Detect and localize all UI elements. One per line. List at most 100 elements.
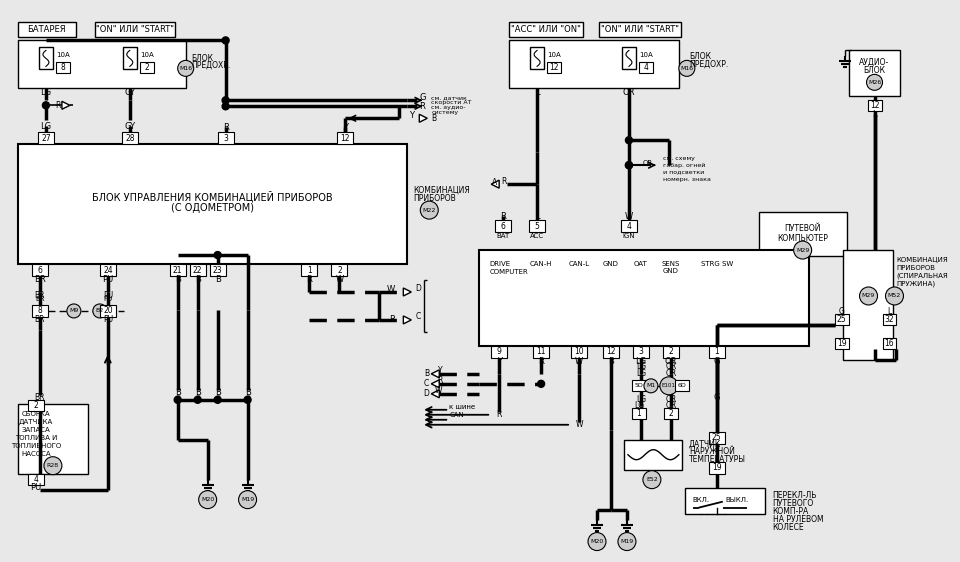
Text: R: R [496,410,502,419]
Text: GY: GY [124,88,135,97]
Text: ACC: ACC [530,233,544,239]
Text: 2: 2 [34,401,38,410]
Text: 3: 3 [223,134,228,143]
Text: 23: 23 [213,265,223,274]
Circle shape [644,379,658,393]
Bar [56,62,70,74]
Text: BAT: BAT [496,233,510,239]
Bar [301,264,318,276]
Text: ПРИБОРОВ: ПРИБОРОВ [897,265,935,271]
Text: "АСС" ИЛИ "ON": "АСС" ИЛИ "ON" [511,25,581,34]
Text: C: C [424,379,429,388]
Bar [675,380,689,391]
Text: 12: 12 [341,134,350,143]
Text: систему: систему [431,110,459,115]
Text: 20: 20 [103,306,112,315]
Bar [479,250,808,346]
Text: B: B [424,369,429,378]
Polygon shape [403,288,411,296]
Text: 5: 5 [535,221,540,230]
Text: B: B [608,357,613,366]
Text: 19: 19 [712,463,722,472]
Text: M16: M16 [681,66,693,71]
Text: 11: 11 [537,347,546,356]
Text: B2: B2 [96,309,104,314]
Text: 1: 1 [714,347,719,356]
Text: BR: BR [36,296,45,302]
Text: R: R [390,315,396,324]
Text: Y: Y [343,123,348,132]
Bar [622,47,636,69]
Bar [337,132,353,144]
Text: АУДИО-: АУДИО- [859,58,890,67]
Text: 16: 16 [885,339,895,348]
Text: 4: 4 [643,64,648,72]
Circle shape [626,137,633,144]
Text: M29: M29 [796,247,809,252]
Text: B: B [245,388,251,397]
Text: КОМПЬЮТЕР: КОМПЬЮТЕР [778,234,828,243]
Text: R: R [420,102,425,111]
Text: B: B [175,388,180,397]
Text: 12: 12 [870,101,879,110]
Text: ПРУЖИНА): ПРУЖИНА) [897,281,936,287]
Text: 6: 6 [37,265,42,274]
Text: PU: PU [103,315,113,324]
Bar [18,404,88,474]
Text: STRG SW: STRG SW [701,261,732,267]
Bar [547,62,561,74]
Text: 24: 24 [103,265,112,274]
Text: ПРЕДОХР.: ПРЕДОХР. [192,61,231,70]
Text: G: G [713,357,720,366]
Text: СБОРКА: СБОРКА [22,411,50,417]
Circle shape [626,162,633,169]
Text: E101: E101 [662,383,676,388]
Text: R: R [500,212,506,221]
Bar [834,338,849,349]
Circle shape [239,491,256,509]
Text: B: B [431,114,437,123]
Text: W: W [575,357,583,366]
Text: ПРЕДОХР.: ПРЕДОХР. [689,60,728,69]
Text: SENS: SENS [661,261,680,267]
Text: W: W [435,386,443,395]
Text: B: B [215,274,221,283]
Circle shape [867,74,882,90]
Text: 2: 2 [668,347,673,356]
Polygon shape [492,180,499,188]
Text: LG: LG [636,362,646,371]
Text: G: G [420,93,426,102]
Text: E52: E52 [646,477,658,482]
Text: ДАТЧИКА: ДАТЧИКА [19,419,53,425]
Bar [843,250,893,360]
Text: ПЕРЕКЛ-ЛЬ: ПЕРЕКЛ-ЛЬ [773,491,817,500]
Circle shape [538,380,544,387]
Text: КОМБИНАЦИЯ: КОМБИНАЦИЯ [414,185,470,194]
Text: B: B [175,274,180,283]
Circle shape [859,287,877,305]
Text: W: W [335,274,344,283]
Text: 25: 25 [837,315,847,324]
Text: L: L [887,307,892,316]
Circle shape [885,287,903,305]
Bar [209,264,226,276]
Text: M9: M9 [69,309,79,314]
Text: OR: OR [623,88,636,97]
Circle shape [626,162,633,169]
Text: W: W [625,212,633,221]
Text: КОМП-РА: КОМП-РА [773,507,809,516]
Bar [170,264,185,276]
Bar [95,22,175,38]
Text: и подсветки: и подсветки [663,170,704,175]
Bar [140,62,154,74]
Text: ДАТЧИК: ДАТЧИК [689,439,721,448]
Bar [708,462,725,474]
Circle shape [794,241,811,259]
Text: БЛОК: БЛОК [864,66,885,75]
Text: CAN: CAN [449,412,464,418]
Bar [868,100,881,111]
Text: 6: 6 [501,221,506,230]
Circle shape [222,103,229,110]
Text: R: R [437,377,443,386]
Text: OR: OR [665,362,677,371]
